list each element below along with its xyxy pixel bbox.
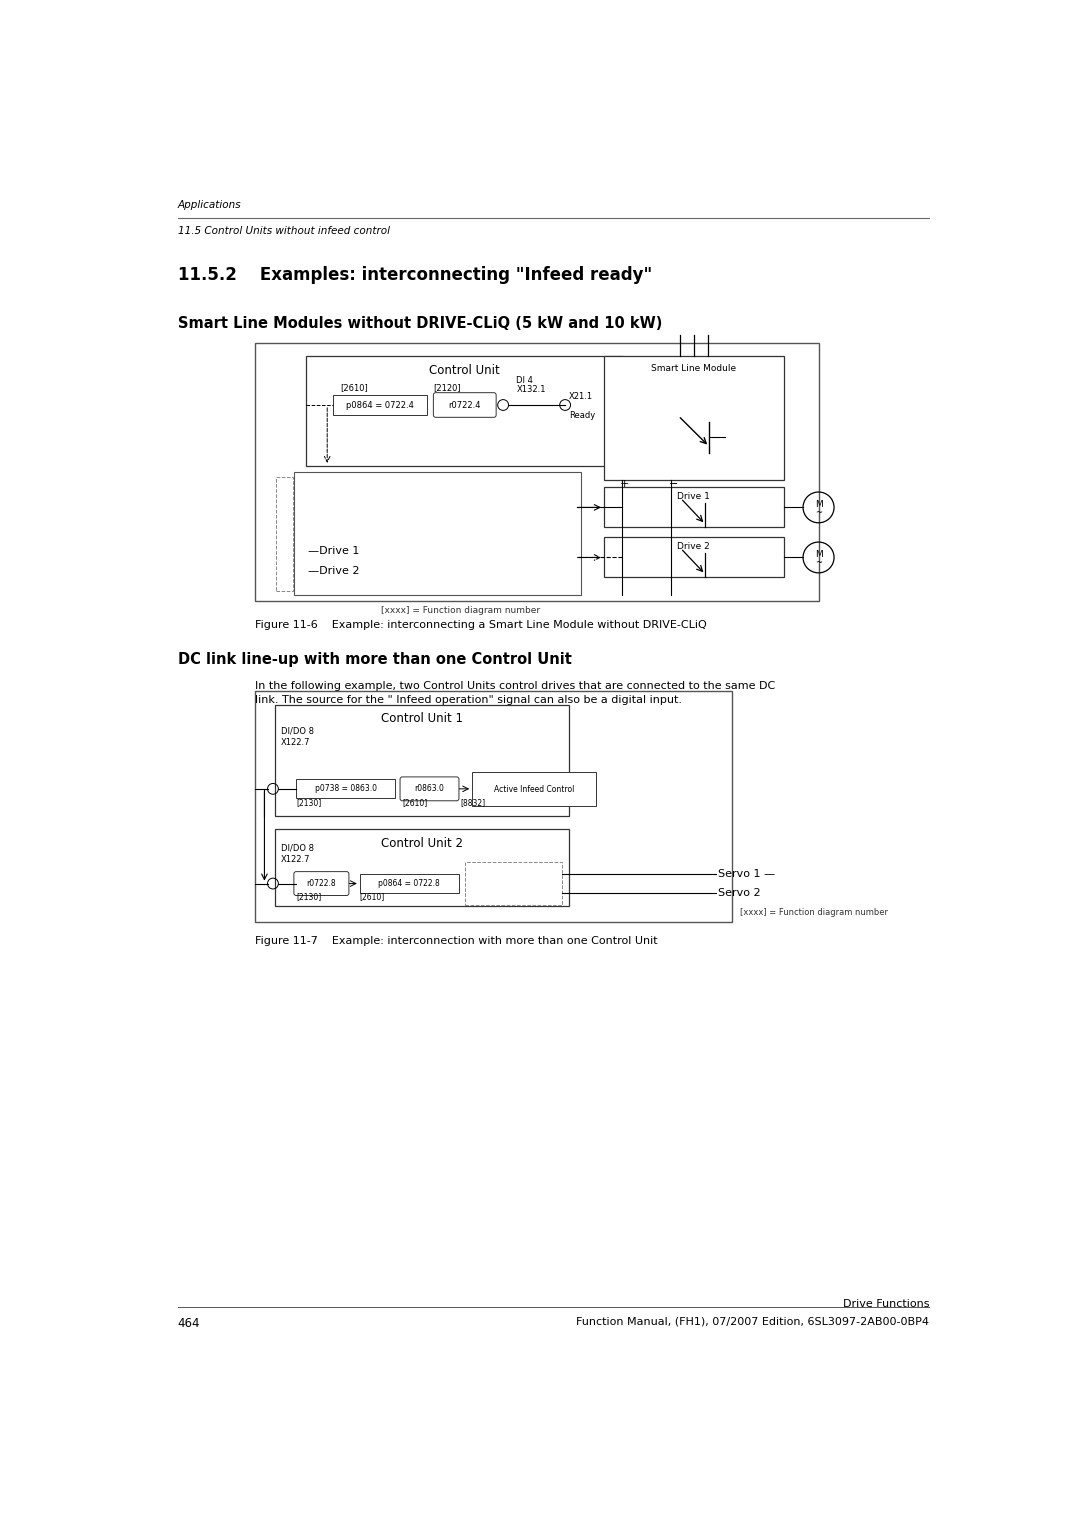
Text: 11.5 Control Units without infeed control: 11.5 Control Units without infeed contro… <box>177 226 390 235</box>
Text: ~: ~ <box>815 559 822 568</box>
Text: DI/DO 8: DI/DO 8 <box>281 843 313 852</box>
Text: [xxxx] = Function diagram number: [xxxx] = Function diagram number <box>740 909 888 916</box>
Text: Drive 2: Drive 2 <box>677 542 711 551</box>
Text: r0722.8: r0722.8 <box>307 880 336 889</box>
Text: r0863.0: r0863.0 <box>415 785 445 794</box>
Text: X122.7: X122.7 <box>281 855 310 864</box>
Text: Figure 11-7    Example: interconnection with more than one Control Unit: Figure 11-7 Example: interconnection wit… <box>255 936 658 945</box>
Text: [2120]: [2120] <box>433 383 461 392</box>
Text: [2130]: [2130] <box>296 797 322 806</box>
Text: Drive 1: Drive 1 <box>677 492 711 501</box>
Text: Drive Functions: Drive Functions <box>842 1299 930 1309</box>
FancyBboxPatch shape <box>604 487 784 527</box>
Text: Servo 2: Servo 2 <box>718 889 760 898</box>
Text: Control Unit: Control Unit <box>429 365 500 377</box>
Text: Smart Line Module: Smart Line Module <box>651 365 737 373</box>
FancyBboxPatch shape <box>465 863 562 904</box>
Text: X132.1: X132.1 <box>516 385 545 394</box>
Text: Applications: Applications <box>177 200 241 211</box>
FancyBboxPatch shape <box>296 779 395 799</box>
Text: p0864 = 0722.4: p0864 = 0722.4 <box>346 400 414 409</box>
Text: r0722.4: r0722.4 <box>448 400 481 409</box>
Text: 464: 464 <box>177 1316 200 1330</box>
FancyBboxPatch shape <box>294 472 581 596</box>
Text: ~: ~ <box>815 508 822 518</box>
FancyBboxPatch shape <box>333 395 428 415</box>
FancyBboxPatch shape <box>400 777 459 800</box>
FancyBboxPatch shape <box>274 704 569 815</box>
Text: X21.1: X21.1 <box>569 392 593 402</box>
Text: DC link line-up with more than one Control Unit: DC link line-up with more than one Contr… <box>177 652 571 667</box>
Text: [2610]: [2610] <box>340 383 368 392</box>
Text: X122.7: X122.7 <box>281 739 310 747</box>
Text: Figure 11-6    Example: interconnecting a Smart Line Module without DRIVE-CLiQ: Figure 11-6 Example: interconnecting a S… <box>255 620 707 629</box>
Text: [8832]: [8832] <box>460 797 486 806</box>
Text: [2130]: [2130] <box>296 892 322 901</box>
Text: DI 4: DI 4 <box>516 376 534 385</box>
Text: [xxxx] = Function diagram number: [xxxx] = Function diagram number <box>381 606 540 615</box>
Text: [2610]: [2610] <box>360 892 384 901</box>
Text: M: M <box>814 550 823 559</box>
Text: −: − <box>669 479 678 489</box>
FancyBboxPatch shape <box>255 690 732 922</box>
Text: 11.5.2    Examples: interconnecting "Infeed ready": 11.5.2 Examples: interconnecting "Infeed… <box>177 266 652 284</box>
FancyBboxPatch shape <box>255 342 819 600</box>
FancyBboxPatch shape <box>472 773 596 806</box>
FancyBboxPatch shape <box>276 476 293 591</box>
FancyBboxPatch shape <box>294 872 349 895</box>
Text: Servo 1 —: Servo 1 — <box>718 869 775 880</box>
Text: Control Unit 1: Control Unit 1 <box>381 712 462 725</box>
FancyBboxPatch shape <box>604 356 784 479</box>
Text: Smart Line Modules without DRIVE-CLiQ (5 kW and 10 kW): Smart Line Modules without DRIVE-CLiQ (5… <box>177 316 662 331</box>
FancyBboxPatch shape <box>604 538 784 577</box>
Text: In the following example, two Control Units control drives that are connected to: In the following example, two Control Un… <box>255 681 775 705</box>
Text: [2610]: [2610] <box>403 797 428 806</box>
Text: Control Unit 2: Control Unit 2 <box>381 837 462 851</box>
FancyBboxPatch shape <box>306 356 623 466</box>
Text: —Drive 2: —Drive 2 <box>308 565 360 576</box>
FancyBboxPatch shape <box>433 392 496 417</box>
Text: +: + <box>620 479 630 489</box>
Text: p0864 = 0722.8: p0864 = 0722.8 <box>378 880 441 889</box>
Text: —Drive 1: —Drive 1 <box>308 545 360 556</box>
Text: DI/DO 8: DI/DO 8 <box>281 725 313 734</box>
Text: M: M <box>814 499 823 508</box>
Text: Function Manual, (FH1), 07/2007 Edition, 6SL3097-2AB00-0BP4: Function Manual, (FH1), 07/2007 Edition,… <box>577 1316 930 1327</box>
Text: Ready: Ready <box>569 411 595 420</box>
Text: p0738 = 0863.0: p0738 = 0863.0 <box>314 785 377 794</box>
FancyBboxPatch shape <box>360 873 459 893</box>
Text: Active Infeed Control: Active Infeed Control <box>494 785 575 794</box>
FancyBboxPatch shape <box>274 829 569 906</box>
